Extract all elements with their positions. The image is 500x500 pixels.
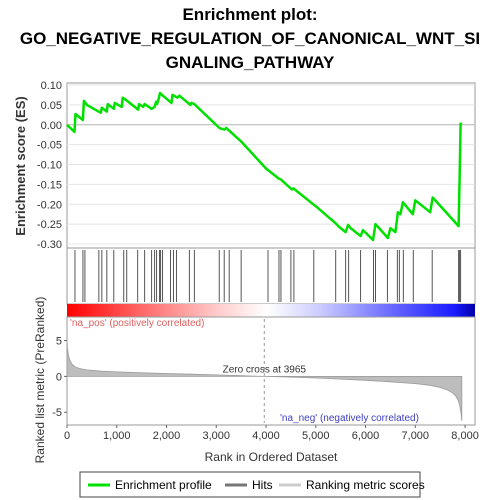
ranked-y-tick-label: 0 — [56, 371, 62, 383]
ranked-y-axis-label: Ranked list metric (PreRanked) — [33, 297, 47, 464]
es-y-tick-label: 0.00 — [41, 120, 62, 132]
legend-label-hits: Hits — [252, 478, 273, 492]
x-tick-label: 2,000 — [153, 430, 181, 442]
legend-label-enrichment-profile: Enrichment profile — [115, 478, 212, 492]
es-y-tick-label: -0.10 — [37, 160, 62, 172]
es-y-tick-label: -0.25 — [37, 219, 62, 231]
x-tick-label: 1,000 — [103, 430, 131, 442]
ranked-metric-fill — [66, 339, 463, 421]
x-tick-label: 3,000 — [203, 430, 231, 442]
positive-correlation-label: 'na_pos' (positively correlated) — [70, 318, 204, 329]
es-line-group — [66, 91, 463, 242]
es-y-tick-label: -0.15 — [37, 179, 62, 191]
es-series-line — [66, 91, 463, 242]
ranked-panel-frame — [66, 316, 476, 426]
x-tick-label: 7,000 — [402, 430, 430, 442]
es-grid — [67, 84, 475, 245]
legend-label-ranking-metric-scores: Ranking metric scores — [306, 478, 425, 492]
chart-title-line-1: Enrichment plot: — [182, 5, 317, 24]
ranked-metric-area — [66, 339, 463, 421]
chart-title-line-3: GNALING_PATHWAY — [166, 53, 335, 72]
es-y-tick-label: 0.10 — [41, 80, 62, 92]
x-tick-label: 4,000 — [252, 430, 280, 442]
ranked-y-tick-label: -5 — [52, 407, 62, 419]
chart-title-line-2: GO_NEGATIVE_REGULATION_OF_CANONICAL_WNT_… — [20, 29, 480, 48]
x-tick-label: 0 — [64, 430, 70, 442]
ranked-x-ticks: 0 1,000 2,000 3,000 4,000 5,000 6,000 7,000 8,00… — [64, 425, 479, 442]
x-tick-label: 6,000 — [352, 430, 380, 442]
zero-cross-label: Zero cross at 3965 — [223, 364, 307, 375]
ranked-y-tick-label: 5 — [56, 336, 62, 348]
es-y-axis-label: Enrichment score (ES) — [13, 96, 28, 235]
es-y-tick-label: -0.30 — [37, 239, 62, 251]
hits-panel-frame — [66, 247, 476, 305]
hits-group — [74, 250, 462, 302]
negative-correlation-label: 'na_neg' (negatively correlated) — [280, 413, 419, 424]
es-panel-frame — [66, 82, 476, 249]
x-tick-label: 5,000 — [302, 430, 330, 442]
es-y-tick-label: -0.20 — [37, 199, 62, 211]
es-y-tick-label: -0.05 — [37, 140, 62, 152]
x-tick-label: 8,000 — [451, 430, 479, 442]
rank-color-bar — [67, 304, 475, 317]
es-y-ticks: 0.10 0.05 0.00 -0.05 -0.10 -0.15 -0.20 -0.25 -0.… — [37, 80, 62, 251]
x-axis-label: Rank in Ordered Dataset — [205, 450, 338, 464]
ranked-y-ticks: 5 0 -5 — [52, 336, 67, 419]
legend-box — [79, 471, 421, 498]
es-y-tick-label: 0.05 — [41, 100, 62, 112]
